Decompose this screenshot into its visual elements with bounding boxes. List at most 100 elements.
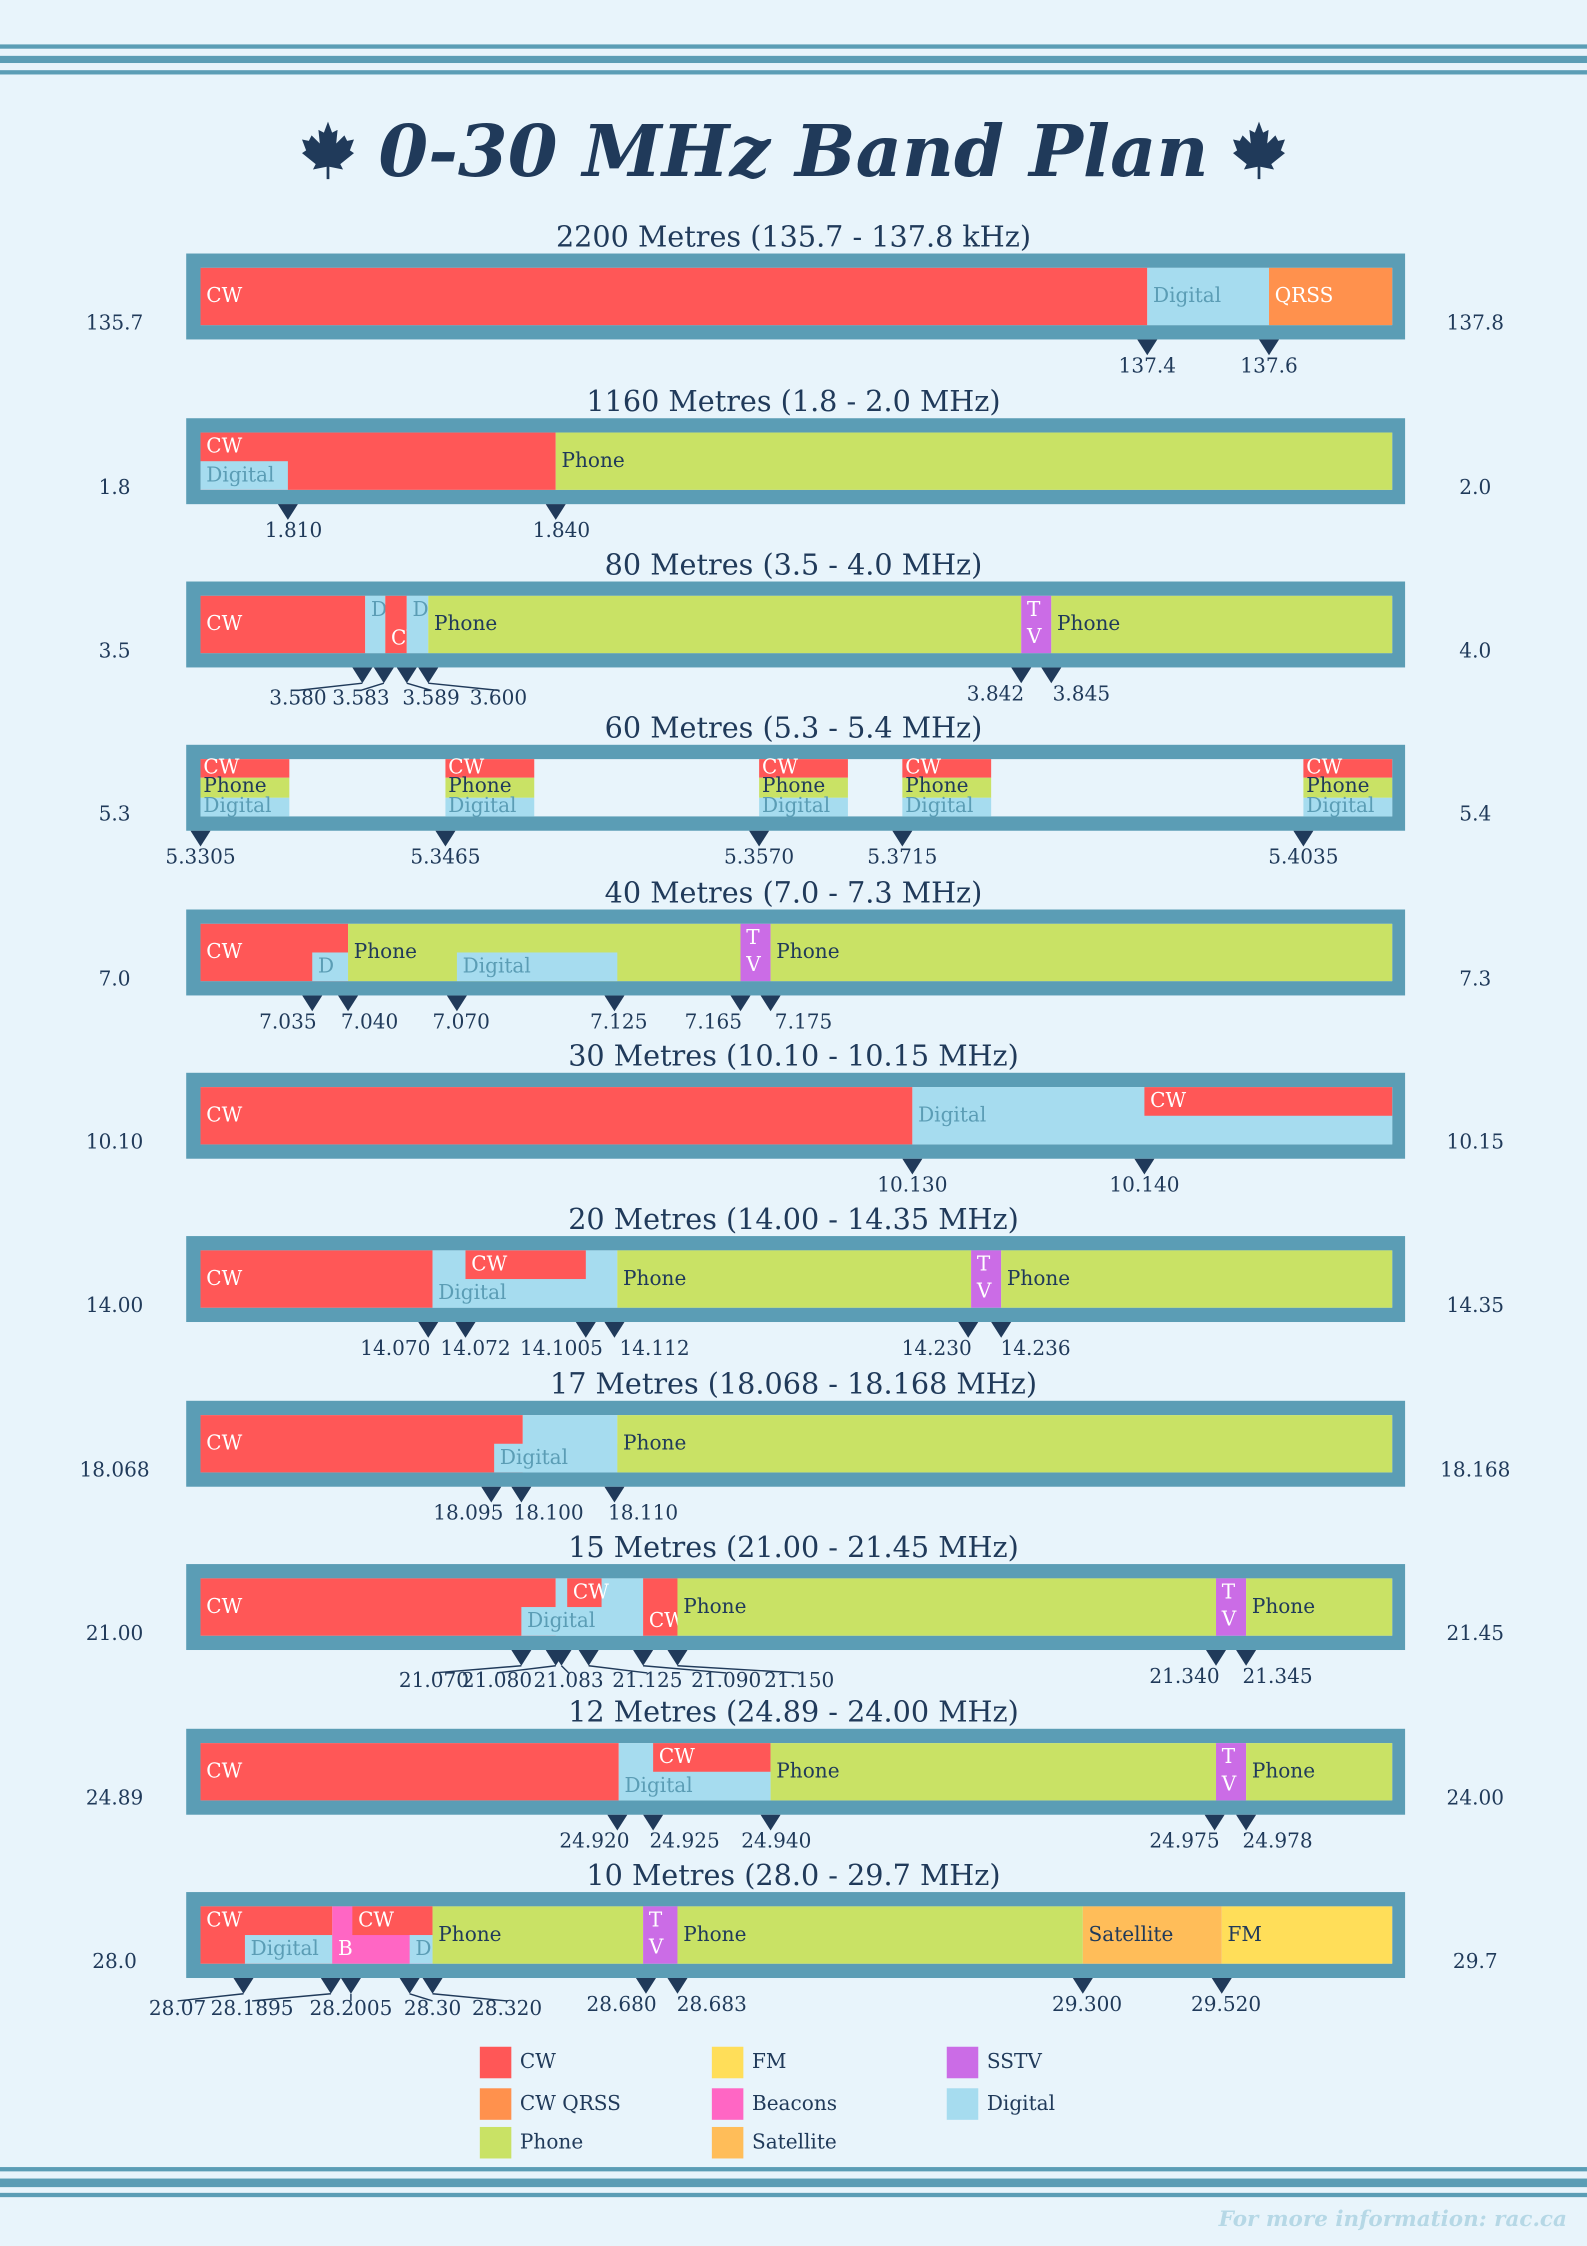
segment-satellite[interactable]: Satellite xyxy=(1082,1906,1222,1964)
segment-phone[interactable]: Phone xyxy=(432,1906,644,1964)
channel[interactable]: CW Phone Digital xyxy=(445,758,535,818)
marker-triangle-icon xyxy=(338,995,359,1012)
band-bar: CW Digital CW Phone TV Phone xyxy=(186,1728,1406,1815)
marker-label: 14.230 xyxy=(901,1337,972,1361)
marker-label: 29.300 xyxy=(1052,1993,1123,2017)
marker-label: 24.920 xyxy=(559,1830,630,1854)
segment-label: TV xyxy=(1026,598,1042,649)
channel[interactable]: CW Phone Digital xyxy=(759,758,848,817)
segment-digital[interactable]: Digital xyxy=(494,1443,618,1473)
channel-row-cw: CW xyxy=(200,756,290,780)
legend-label: Beacons xyxy=(751,2092,838,2116)
segment-cw[interactable]: CW xyxy=(200,1578,556,1636)
segment-digital[interactable]: Digital xyxy=(200,461,288,490)
segment-digital[interactable]: Digital xyxy=(456,952,618,982)
segment-phone[interactable]: Phone xyxy=(1246,1743,1393,1801)
marker-triangle-icon xyxy=(604,1486,625,1503)
segment-digital[interactable]: Digital xyxy=(244,1935,333,1964)
marker-label: 1.840 xyxy=(532,519,591,543)
segment-phone[interactable]: Phone xyxy=(617,1415,1393,1473)
segment-cw[interactable]: CW xyxy=(200,267,1148,326)
band-start-label: 14.00 xyxy=(85,1294,144,1318)
marker-triangle-icon xyxy=(446,995,467,1012)
segment-sstv[interactable]: TV xyxy=(1216,1743,1247,1801)
segment-digital[interactable]: Digital xyxy=(1147,267,1270,326)
segment-sstv[interactable]: TV xyxy=(740,923,771,982)
marker-triangle-icon xyxy=(991,1322,1012,1338)
segment-cw[interactable]: CW xyxy=(653,1743,771,1772)
marker-triangle-icon xyxy=(730,995,751,1012)
band-bar-inner: CW Digital Phone xyxy=(200,432,1393,490)
legend-item-satellite: Satellite xyxy=(711,2126,837,2159)
marker-label: 7.165 xyxy=(684,1011,742,1035)
segment-cw[interactable]: CW xyxy=(200,1415,523,1473)
segment-label: QRSS xyxy=(1274,285,1334,308)
segment-phone[interactable]: Phone xyxy=(677,1578,1217,1636)
segment-phone[interactable]: Phone xyxy=(770,923,1393,982)
channel-row-label: Digital xyxy=(448,794,517,818)
segment-cw[interactable]: CW xyxy=(200,1250,433,1308)
band-title: 1160 Metres (1.8 - 2.0 MHz) xyxy=(586,383,1001,419)
segment-fm[interactable]: FM xyxy=(1221,1906,1393,1964)
segment-digital[interactable]: Digital xyxy=(521,1607,644,1636)
segment-label: CW xyxy=(206,1909,243,1933)
segment-cw[interactable]: CW xyxy=(643,1578,685,1636)
band-bar: CW Digital Phone xyxy=(186,418,1406,505)
marker-label: 7.125 xyxy=(590,1011,648,1035)
segment-cw[interactable]: CW xyxy=(1144,1087,1393,1116)
segment-phone[interactable]: Phone xyxy=(1246,1578,1393,1636)
channel[interactable]: CW Phone Digital xyxy=(200,756,290,817)
marker-label: 24.940 xyxy=(741,1830,812,1854)
segment-cw[interactable]: CW xyxy=(352,1906,433,1936)
band-title: 15 Metres (21.00 - 21.45 MHz) xyxy=(568,1529,1019,1565)
segment-sstv[interactable]: TV xyxy=(971,1250,1002,1308)
marker-label: 21.340 xyxy=(1149,1665,1220,1689)
segment-label: D xyxy=(415,1937,432,1961)
segment-qrss[interactable]: QRSS xyxy=(1269,267,1393,326)
segment-cw[interactable]: CW xyxy=(465,1250,586,1280)
band-start-label: 10.10 xyxy=(85,1131,144,1155)
segment-digital[interactable]: D xyxy=(365,595,387,654)
marker-triangle-icon xyxy=(511,1650,532,1666)
legend-swatch xyxy=(946,2088,979,2120)
segment-digital[interactable]: D xyxy=(406,595,429,654)
band-end-label: 21.45 xyxy=(1446,1622,1504,1646)
segment-cw[interactable]: CW xyxy=(200,595,366,654)
segment-phone[interactable]: Phone xyxy=(555,432,1393,490)
channel[interactable]: CW Phone Digital xyxy=(1303,758,1393,817)
marker-triangle-icon xyxy=(190,830,211,847)
marker-triangle-icon xyxy=(1236,1814,1257,1831)
marker-triangle-icon xyxy=(643,1814,664,1831)
marker-label: 18.095 xyxy=(433,1502,504,1526)
segment-cw[interactable]: CW xyxy=(200,1743,619,1801)
marker-label: 5.4035 xyxy=(1268,846,1339,870)
segment-phone[interactable]: Phone xyxy=(770,1743,1217,1801)
segment-phone[interactable]: Phone xyxy=(428,595,1022,654)
segment-digital[interactable]: D xyxy=(312,952,349,982)
segment-digital[interactable]: D xyxy=(409,1935,433,1964)
marker-triangle-icon xyxy=(1211,1978,1232,1994)
band-start-label: 135.7 xyxy=(85,312,144,336)
segment-phone[interactable]: Phone xyxy=(617,1250,972,1308)
channel[interactable]: CW Phone Digital xyxy=(902,758,992,817)
marker-triangle-icon xyxy=(760,995,781,1012)
segment-phone[interactable]: Phone xyxy=(677,1906,1083,1964)
segment-label: Phone xyxy=(353,941,418,964)
segment-cw[interactable]: CW xyxy=(567,1578,609,1608)
segment-phone[interactable]: Phone xyxy=(1001,1250,1393,1308)
marker-label: 28.320 xyxy=(471,1998,543,2021)
segment-sstv[interactable]: TV xyxy=(643,1906,678,1964)
segment-sstv[interactable]: TV xyxy=(1021,595,1052,654)
segment-phone[interactable]: Phone xyxy=(1051,595,1393,654)
segment-cw[interactable]: CW xyxy=(200,1087,913,1145)
segment-sstv[interactable]: TV xyxy=(1216,1578,1247,1636)
channel-row-label: CW xyxy=(203,756,240,780)
band-title: 80 Metres (3.5 - 4.0 MHz) xyxy=(604,547,983,582)
footer-info-link[interactable]: For more information: rac.ca xyxy=(1218,2205,1567,2232)
segment-cw[interactable]: CW xyxy=(385,595,427,654)
marker-triangle-icon xyxy=(233,1978,254,1994)
marker-triangle-icon xyxy=(455,1322,476,1338)
band-bar: CW Digital CW CW Phone TV Phone xyxy=(186,1564,1406,1651)
segment-label: Phone xyxy=(623,1267,687,1291)
marker-label: 3.589 xyxy=(402,687,460,711)
